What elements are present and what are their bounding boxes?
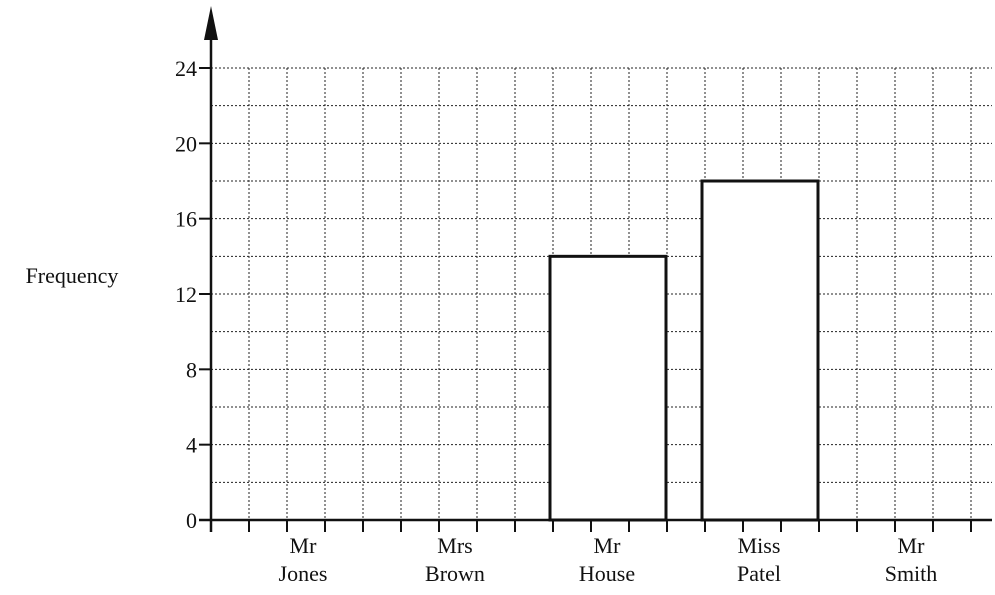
y-axis-label: Frequency (26, 263, 119, 288)
y-tick-label: 0 (186, 508, 197, 533)
y-tick-label: 8 (186, 357, 197, 382)
x-tick-label-line: Mr (290, 533, 318, 558)
bars (548, 179, 820, 522)
x-tick-label-line: House (579, 561, 635, 586)
x-tick-label-line: Miss (738, 533, 781, 558)
y-tick-label: 20 (175, 131, 197, 156)
x-tick-label-line: Brown (425, 561, 485, 586)
y-tick-label: 12 (175, 282, 197, 307)
bar-miss-patel (700, 179, 820, 522)
x-tick-label: Mr Jones (279, 533, 328, 586)
bar-mr-house (548, 254, 668, 522)
x-tick-label-line: Mr (898, 533, 926, 558)
x-tick-label: Mrs Brown (425, 533, 485, 586)
x-tick-label-line: Mrs (437, 533, 472, 558)
x-tick-label: Miss Patel (737, 533, 781, 586)
x-tick-label-line: Mr (594, 533, 622, 558)
x-tick-label: Mr Smith (885, 533, 938, 586)
y-tick-label: 4 (186, 433, 197, 458)
y-ticks: 0 4 8 12 16 20 24 (175, 56, 211, 533)
y-tick-label: 16 (175, 207, 197, 232)
x-tick-label: Mr House (579, 533, 635, 586)
x-tick-label-line: Jones (279, 561, 328, 586)
y-axis-arrow (204, 6, 218, 40)
x-tick-label-line: Smith (885, 561, 938, 586)
x-ticks: Mr Jones Mrs Brown Mr House Miss Patel Mr Smith (248, 520, 972, 586)
y-tick-label: 24 (175, 56, 197, 81)
axes (199, 6, 992, 532)
x-tick-label-line: Patel (737, 561, 781, 586)
